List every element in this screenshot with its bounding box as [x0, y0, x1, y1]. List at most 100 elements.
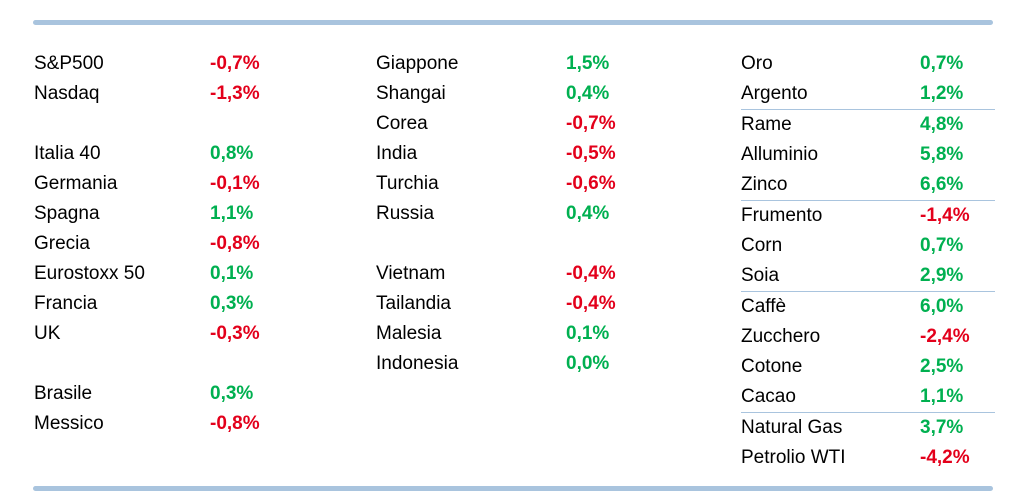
row-label: Frumento [741, 205, 823, 226]
row-label: Messico [34, 413, 104, 434]
row-label: Vietnam [376, 263, 446, 284]
row-value: 1,1% [210, 203, 254, 224]
table-row: UK -0,3% [34, 319, 294, 349]
table-row: Germania -0,1% [34, 169, 294, 199]
table-row: Alluminio 5,8% [741, 140, 995, 170]
table-row: Vietnam -0,4% [376, 259, 646, 289]
row-value: 0,3% [210, 293, 254, 314]
row-label: Caffè [741, 296, 787, 317]
row-label: Corn [741, 235, 783, 256]
row-label: Zucchero [741, 326, 821, 347]
table-row: Shangai 0,4% [376, 79, 646, 109]
bottom-rule [33, 486, 993, 491]
row-value: 2,9% [920, 265, 964, 286]
row-value: 0,4% [566, 83, 610, 104]
top-rule [33, 20, 993, 25]
table-row: Nasdaq -1,3% [34, 79, 294, 109]
row-value: 1,5% [566, 53, 610, 74]
table-row: Zucchero -2,4% [741, 322, 995, 352]
table-row: Francia 0,3% [34, 289, 294, 319]
row-value: 6,6% [920, 174, 964, 195]
table-row: Frumento -1,4% [741, 201, 995, 231]
row-value: 0,8% [210, 143, 254, 164]
table-row: Grecia -0,8% [34, 229, 294, 259]
table-row: Brasile 0,3% [34, 379, 294, 409]
row-value: -0,4% [566, 293, 616, 314]
column-commodities: Oro 0,7% Argento 1,2% Rame 4,8% Alluminio 5,8% Z… [741, 49, 995, 473]
row-label: Grecia [34, 233, 90, 254]
row-label: Turchia [376, 173, 439, 194]
row-value: -0,8% [210, 413, 260, 434]
row-label: Petrolio WTI [741, 447, 846, 468]
row-value: 1,1% [920, 386, 964, 407]
table-row: Cotone 2,5% [741, 352, 995, 382]
row-label: Cotone [741, 356, 803, 377]
row-label: Cacao [741, 386, 796, 407]
row-label: Rame [741, 114, 792, 135]
row-label: Italia 40 [34, 143, 101, 164]
table-row: Caffè 6,0% [741, 292, 995, 322]
row-value: -0,5% [566, 143, 616, 164]
row-label: S&P500 [34, 53, 104, 74]
row-value: -0,7% [566, 113, 616, 134]
table-row: Oro 0,7% [741, 49, 995, 79]
row-label: Brasile [34, 383, 93, 404]
row-value: 0,4% [566, 203, 610, 224]
row-label: Indonesia [376, 353, 459, 374]
table-row: Soia 2,9% [741, 261, 995, 292]
row-value: -0,4% [566, 263, 616, 284]
row-value: -0,1% [210, 173, 260, 194]
table-row: Giappone 1,5% [376, 49, 646, 79]
table-row: S&P500 -0,7% [34, 49, 294, 79]
spacer-row [34, 349, 294, 379]
table-row: Petrolio WTI -4,2% [741, 443, 995, 473]
row-label: Russia [376, 203, 435, 224]
row-value: -0,8% [210, 233, 260, 254]
row-label: Germania [34, 173, 118, 194]
row-label: Zinco [741, 174, 788, 195]
row-value: -4,2% [920, 447, 970, 468]
row-label: Eurostoxx 50 [34, 263, 145, 284]
table-row: Indonesia 0,0% [376, 349, 646, 379]
row-label: Giappone [376, 53, 459, 74]
row-label: Francia [34, 293, 98, 314]
row-label: Nasdaq [34, 83, 100, 104]
table-row: Corn 0,7% [741, 231, 995, 261]
row-label: India [376, 143, 418, 164]
table-row: India -0,5% [376, 139, 646, 169]
table-row: Eurostoxx 50 0,1% [34, 259, 294, 289]
row-value: 0,1% [210, 263, 254, 284]
table-row: Russia 0,4% [376, 199, 646, 229]
row-value: 0,7% [920, 235, 964, 256]
spacer-row [376, 229, 646, 259]
row-value: 6,0% [920, 296, 964, 317]
row-value: 5,8% [920, 144, 964, 165]
spacer-row [34, 109, 294, 139]
table-row: Rame 4,8% [741, 110, 995, 140]
table-row: Corea -0,7% [376, 109, 646, 139]
table-row: Italia 40 0,8% [34, 139, 294, 169]
table-row: Messico -0,8% [34, 409, 294, 439]
row-value: 0,0% [566, 353, 610, 374]
table-row: Tailandia -0,4% [376, 289, 646, 319]
row-value: -1,3% [210, 83, 260, 104]
row-value: -0,3% [210, 323, 260, 344]
row-label: Spagna [34, 203, 100, 224]
row-label: Argento [741, 83, 808, 104]
row-label: UK [34, 323, 61, 344]
row-value: -0,6% [566, 173, 616, 194]
row-value: 2,5% [920, 356, 964, 377]
row-label: Natural Gas [741, 417, 843, 438]
column-emerging: Giappone 1,5% Shangai 0,4% Corea -0,7% India -0… [376, 49, 646, 379]
table-row: Natural Gas 3,7% [741, 413, 995, 443]
row-label: Shangai [376, 83, 446, 104]
row-value: -2,4% [920, 326, 970, 347]
row-label: Tailandia [376, 293, 451, 314]
table-row: Spagna 1,1% [34, 199, 294, 229]
row-value: -0,7% [210, 53, 260, 74]
table-row: Argento 1,2% [741, 79, 995, 110]
row-label: Alluminio [741, 144, 819, 165]
column-indices: S&P500 -0,7% Nasdaq -1,3% Italia 40 0,8% Germa… [34, 49, 294, 439]
row-label: Oro [741, 53, 773, 74]
row-value: 1,2% [920, 83, 964, 104]
